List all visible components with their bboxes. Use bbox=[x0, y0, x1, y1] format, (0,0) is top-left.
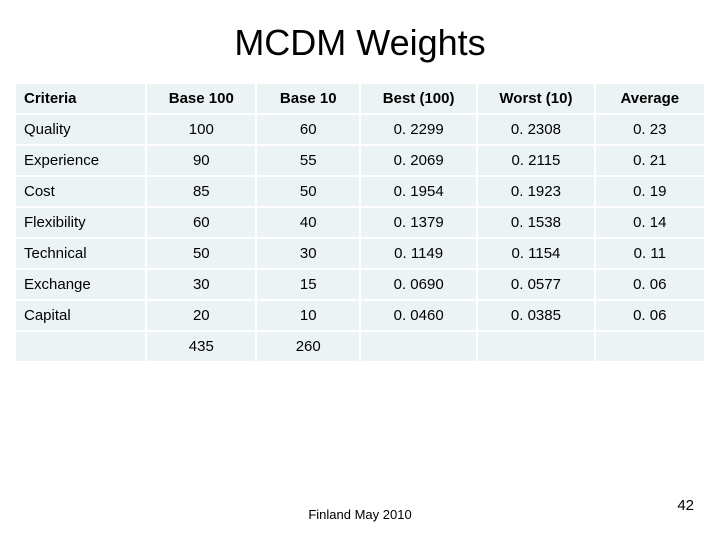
cell-base10: 55 bbox=[256, 145, 360, 176]
cell-criteria: Flexibility bbox=[15, 207, 146, 238]
col-criteria: Criteria bbox=[15, 83, 146, 114]
cell-best: 0. 0690 bbox=[360, 269, 477, 300]
cell-avg: 0. 11 bbox=[595, 238, 705, 269]
cell-base100: 85 bbox=[146, 176, 256, 207]
cell-worst: 0. 2308 bbox=[477, 114, 594, 145]
cell-empty bbox=[595, 331, 705, 362]
cell-avg: 0. 14 bbox=[595, 207, 705, 238]
cell-base100: 20 bbox=[146, 300, 256, 331]
weights-table-container: Criteria Base 100 Base 10 Best (100) Wor… bbox=[0, 82, 720, 363]
col-worst: Worst (10) bbox=[477, 83, 594, 114]
cell-worst: 0. 0385 bbox=[477, 300, 594, 331]
cell-base100: 30 bbox=[146, 269, 256, 300]
table-row: Quality 100 60 0. 2299 0. 2308 0. 23 bbox=[15, 114, 705, 145]
weights-table: Criteria Base 100 Base 10 Best (100) Wor… bbox=[14, 82, 706, 363]
cell-base10: 60 bbox=[256, 114, 360, 145]
table-totals-row: 435 260 bbox=[15, 331, 705, 362]
cell-best: 0. 1954 bbox=[360, 176, 477, 207]
cell-total-base100: 435 bbox=[146, 331, 256, 362]
table-row: Cost 85 50 0. 1954 0. 1923 0. 19 bbox=[15, 176, 705, 207]
cell-worst: 0. 1154 bbox=[477, 238, 594, 269]
table-row: Capital 20 10 0. 0460 0. 0385 0. 06 bbox=[15, 300, 705, 331]
cell-base10: 10 bbox=[256, 300, 360, 331]
table-header-row: Criteria Base 100 Base 10 Best (100) Wor… bbox=[15, 83, 705, 114]
cell-avg: 0. 23 bbox=[595, 114, 705, 145]
cell-criteria: Experience bbox=[15, 145, 146, 176]
table-row: Flexibility 60 40 0. 1379 0. 1538 0. 14 bbox=[15, 207, 705, 238]
cell-empty bbox=[477, 331, 594, 362]
table-body: Quality 100 60 0. 2299 0. 2308 0. 23 Exp… bbox=[15, 114, 705, 331]
cell-base10: 50 bbox=[256, 176, 360, 207]
cell-worst: 0. 0577 bbox=[477, 269, 594, 300]
cell-empty bbox=[15, 331, 146, 362]
cell-best: 0. 2069 bbox=[360, 145, 477, 176]
cell-worst: 0. 1923 bbox=[477, 176, 594, 207]
cell-empty bbox=[360, 331, 477, 362]
cell-best: 0. 1149 bbox=[360, 238, 477, 269]
cell-base10: 40 bbox=[256, 207, 360, 238]
cell-criteria: Exchange bbox=[15, 269, 146, 300]
table-row: Experience 90 55 0. 2069 0. 2115 0. 21 bbox=[15, 145, 705, 176]
cell-base100: 50 bbox=[146, 238, 256, 269]
col-base100: Base 100 bbox=[146, 83, 256, 114]
col-best: Best (100) bbox=[360, 83, 477, 114]
cell-base10: 30 bbox=[256, 238, 360, 269]
table-row: Exchange 30 15 0. 0690 0. 0577 0. 06 bbox=[15, 269, 705, 300]
cell-base100: 90 bbox=[146, 145, 256, 176]
cell-avg: 0. 06 bbox=[595, 269, 705, 300]
cell-criteria: Technical bbox=[15, 238, 146, 269]
col-base10: Base 10 bbox=[256, 83, 360, 114]
cell-avg: 0. 21 bbox=[595, 145, 705, 176]
cell-criteria: Cost bbox=[15, 176, 146, 207]
cell-worst: 0. 1538 bbox=[477, 207, 594, 238]
slide-title: MCDM Weights bbox=[0, 0, 720, 82]
cell-best: 0. 1379 bbox=[360, 207, 477, 238]
cell-avg: 0. 06 bbox=[595, 300, 705, 331]
cell-base100: 60 bbox=[146, 207, 256, 238]
cell-best: 0. 2299 bbox=[360, 114, 477, 145]
cell-avg: 0. 19 bbox=[595, 176, 705, 207]
col-average: Average bbox=[595, 83, 705, 114]
cell-criteria: Quality bbox=[15, 114, 146, 145]
footer-text: Finland May 2010 bbox=[0, 507, 720, 522]
cell-criteria: Capital bbox=[15, 300, 146, 331]
page-number: 42 bbox=[677, 497, 694, 514]
cell-worst: 0. 2115 bbox=[477, 145, 594, 176]
cell-base10: 15 bbox=[256, 269, 360, 300]
table-row: Technical 50 30 0. 1149 0. 1154 0. 11 bbox=[15, 238, 705, 269]
cell-best: 0. 0460 bbox=[360, 300, 477, 331]
cell-total-base10: 260 bbox=[256, 331, 360, 362]
cell-base100: 100 bbox=[146, 114, 256, 145]
